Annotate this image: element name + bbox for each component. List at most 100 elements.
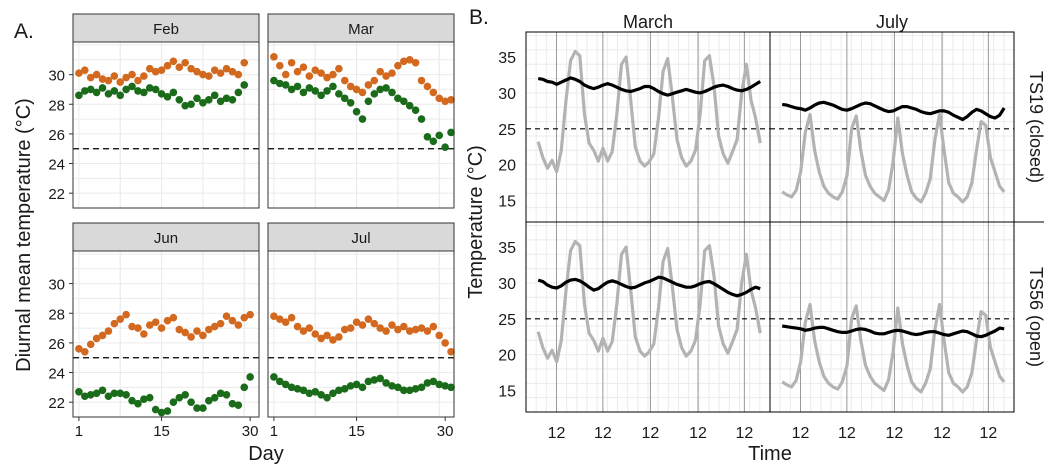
- data-point-orange: [352, 318, 361, 326]
- data-point-orange: [163, 61, 172, 70]
- y-tick-label: 20: [498, 348, 516, 365]
- x-tick-label: 12: [933, 425, 951, 442]
- data-point-green: [234, 401, 243, 409]
- y-tick-label: 30: [48, 68, 65, 85]
- data-point-green: [134, 399, 142, 408]
- data-point-orange: [216, 69, 225, 77]
- panel-a-xlabel: Day: [248, 443, 284, 465]
- data-point-green: [352, 380, 361, 389]
- data-point-green: [376, 85, 384, 94]
- data-point-orange: [382, 72, 390, 80]
- x-tick-label: 30: [437, 423, 454, 440]
- data-point-green: [128, 396, 136, 405]
- panel-border: [267, 250, 455, 418]
- data-point-green: [429, 137, 438, 146]
- data-point-orange: [98, 331, 107, 340]
- data-point-orange: [376, 324, 384, 332]
- data-point-green: [157, 90, 166, 98]
- data-point-green: [293, 385, 302, 393]
- data-point-green: [382, 379, 390, 387]
- data-point-orange: [228, 67, 237, 76]
- data-point-green: [346, 98, 355, 107]
- data-point-orange: [151, 67, 160, 76]
- data-point-orange: [335, 333, 343, 341]
- facet-strip: [267, 222, 455, 252]
- data-point-orange: [110, 319, 119, 328]
- data-point-green: [417, 115, 426, 123]
- data-point-green: [287, 383, 296, 392]
- facet-july-ts19: [769, 32, 1015, 223]
- data-point-orange: [447, 347, 455, 356]
- data-point-green: [411, 106, 420, 114]
- data-point-orange: [405, 327, 414, 335]
- data-point-green: [110, 389, 119, 398]
- x-tick-label: 12: [642, 425, 660, 442]
- data-point-orange: [199, 331, 207, 340]
- data-point-orange: [293, 67, 302, 76]
- data-point-orange: [340, 325, 349, 334]
- data-point-orange: [388, 69, 396, 77]
- data-point-orange: [358, 321, 367, 329]
- data-point-orange: [352, 85, 361, 94]
- data-point-green: [340, 385, 349, 393]
- data-point-orange: [270, 53, 278, 61]
- series-line-gray: [781, 302, 1006, 394]
- data-point-green: [104, 392, 113, 401]
- data-point-green: [122, 390, 130, 399]
- y-tick-label: 30: [48, 277, 65, 294]
- data-point-orange: [175, 63, 184, 71]
- data-point-green: [394, 94, 402, 103]
- panel-border: [267, 41, 455, 209]
- data-point-green: [388, 382, 396, 390]
- y-tick-label: 30: [498, 276, 516, 293]
- data-point-orange: [376, 67, 384, 76]
- data-point-orange: [187, 64, 195, 73]
- data-point-orange: [429, 322, 438, 331]
- y-tick-label: 15: [498, 383, 516, 400]
- data-point-orange: [340, 76, 349, 85]
- x-tick-label: 15: [153, 423, 170, 440]
- data-point-orange: [193, 327, 201, 335]
- series-line-black: [781, 324, 1005, 339]
- data-point-green: [145, 393, 154, 402]
- data-point-green: [358, 383, 367, 392]
- facet-feb: Feb 22 24 26 28 30: [48, 13, 260, 209]
- data-point-orange: [151, 318, 160, 326]
- facet-strip: [267, 13, 455, 43]
- data-point-orange: [228, 316, 237, 325]
- panel-border: [72, 250, 260, 418]
- data-point-green: [364, 377, 373, 386]
- data-point-orange: [169, 57, 178, 66]
- data-point-orange: [441, 339, 449, 347]
- data-point-green: [441, 382, 449, 390]
- data-point-orange: [382, 327, 390, 335]
- x-tick-label: 12: [594, 425, 612, 442]
- data-point-orange: [222, 64, 231, 73]
- x-tick-label: 30: [242, 423, 259, 440]
- data-point-orange: [311, 66, 320, 74]
- y-tick-label: 30: [498, 86, 516, 103]
- data-point-orange: [417, 76, 426, 85]
- facet-title: Mar: [348, 21, 374, 38]
- data-point-green: [222, 94, 231, 103]
- data-point-green: [228, 96, 237, 104]
- data-point-orange: [370, 319, 379, 328]
- data-point-orange: [210, 66, 219, 74]
- data-point-green: [216, 389, 225, 398]
- data-point-green: [435, 131, 444, 140]
- data-point-green: [116, 91, 125, 100]
- data-point-green: [134, 87, 142, 95]
- facet-march-ts19: 15 20 25 30 35: [498, 32, 771, 223]
- data-point-green: [376, 374, 384, 383]
- data-point-green: [447, 128, 455, 137]
- data-point-orange: [429, 88, 438, 97]
- data-point-green: [128, 82, 136, 91]
- data-point-green: [92, 88, 101, 97]
- data-point-orange: [157, 324, 166, 332]
- data-point-orange: [75, 345, 83, 353]
- data-point-orange: [411, 325, 420, 334]
- data-point-green: [86, 85, 95, 94]
- data-point-green: [145, 84, 154, 92]
- data-point-orange: [116, 315, 125, 323]
- data-point-green: [447, 383, 455, 392]
